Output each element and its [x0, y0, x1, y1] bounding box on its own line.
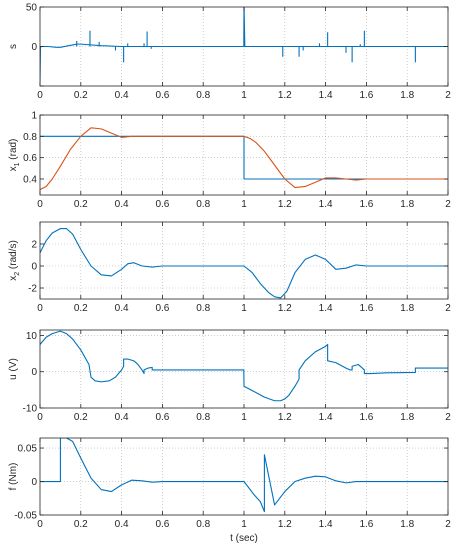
x-tick-label: 1.2: [278, 412, 292, 423]
x-tick-label: 1: [241, 412, 247, 423]
x-tick-label: 0: [37, 303, 43, 314]
x-tick-label: 0.8: [196, 519, 210, 530]
x-tick-label: 0.6: [155, 199, 169, 210]
x-tick-label: 1.2: [278, 303, 292, 314]
x-tick-label: 1.8: [400, 303, 414, 314]
x-tick-label: 1.6: [359, 519, 373, 530]
x-tick-label: 1.8: [400, 199, 414, 210]
series-line-2: [40, 127, 448, 191]
x-tick-label: 1.4: [319, 90, 333, 101]
y-tick-label: 1: [31, 111, 37, 122]
x-tick-label: 0.4: [115, 90, 129, 101]
x-tick-label: 2: [445, 519, 451, 530]
x-tick-label: 0: [37, 199, 43, 210]
y-axis-label: x2 (rad/s): [8, 240, 21, 281]
series-group: [40, 228, 448, 299]
x-tick-label: 2: [445, 303, 451, 314]
y-axis-label: f (Nm): [8, 463, 19, 491]
x-tick-label: 0.8: [196, 90, 210, 101]
x-tick-label: 1.2: [278, 199, 292, 210]
x-tick-label: 0.8: [196, 199, 210, 210]
x-tick-label: 0.4: [115, 519, 129, 530]
x-tick-label: 0.2: [74, 519, 88, 530]
x-tick-label: 0.6: [155, 412, 169, 423]
y-tick-label: 0.4: [23, 175, 37, 186]
x-tick-label: 1: [241, 519, 247, 530]
subplot-2: 0 0.2 0.4 0.6 0.8 1 1.2 1.4 1.6 1.8 2 0.4 0.6 0.8 1 x1 …: [8, 111, 451, 211]
series-group: [40, 7, 448, 83]
x-tick-label: 1.6: [359, 412, 373, 423]
x-tick-label: 1.6: [359, 199, 373, 210]
x-tick-label: 0.4: [115, 412, 129, 423]
y-tick-label: -2: [28, 284, 37, 295]
y-axis-label: s: [8, 44, 19, 49]
x-tick-label: 1.8: [400, 90, 414, 101]
y-tick-label: 0.05: [18, 444, 38, 455]
x-tick-label: 0.4: [115, 303, 129, 314]
y-axis-label: x1 (rad): [8, 139, 21, 172]
x-tick-label: 0.2: [74, 199, 88, 210]
y-tick-label: 50: [26, 3, 38, 14]
y-tick-label: 10: [26, 331, 38, 342]
plot-area: [40, 222, 448, 299]
x-tick-label: 1.6: [359, 90, 373, 101]
plot-area: [40, 438, 448, 515]
x-tick-label: 1.4: [319, 303, 333, 314]
series-line-1: [40, 228, 448, 299]
series-group: [40, 330, 448, 402]
series-group: [40, 438, 448, 513]
x-tick-label: 0.6: [155, 303, 169, 314]
x-tick-label: 1.6: [359, 303, 373, 314]
y-tick-label: 0: [31, 367, 37, 378]
x-tick-label: 0: [37, 90, 43, 101]
y-tick-label: 0: [31, 477, 37, 488]
x-tick-label: 2: [445, 90, 451, 101]
x-tick-label: 1.8: [400, 519, 414, 530]
y-tick-label: -0.05: [14, 511, 37, 522]
x-axis-label: t (sec): [230, 533, 258, 544]
x-tick-label: 0.2: [74, 412, 88, 423]
y-tick-label: 0.8: [23, 132, 37, 143]
x-tick-label: 0.4: [115, 199, 129, 210]
x-tick-label: 1.4: [319, 199, 333, 210]
x-tick-label: 0.8: [196, 412, 210, 423]
x-tick-label: 1.2: [278, 90, 292, 101]
x-tick-label: 0: [37, 412, 43, 423]
x-tick-label: 1: [241, 303, 247, 314]
x-tick-label: 1.4: [319, 412, 333, 423]
x-tick-label: 1.4: [319, 519, 333, 530]
y-tick-label: 0: [31, 262, 37, 273]
y-tick-label: 0: [31, 42, 37, 53]
series-line-1: [40, 438, 448, 513]
x-tick-label: 0.6: [155, 519, 169, 530]
x-tick-label: 1: [241, 90, 247, 101]
subplot-1: 0 0.2 0.4 0.6 0.8 1 1.2 1.4 1.6 1.8 2 0 50 s: [8, 3, 451, 102]
y-axis-label: u (V): [8, 358, 19, 380]
subplots: 0 0.2 0.4 0.6 0.8 1 1.2 1.4 1.6 1.8 2 0 50 s 0 0.2 0.4 0.…: [8, 3, 451, 545]
x-tick-label: 0: [37, 519, 43, 530]
y-tick-label: 2: [31, 240, 37, 251]
series-group: [40, 127, 448, 191]
x-tick-label: 0.6: [155, 90, 169, 101]
x-tick-label: 0.2: [74, 90, 88, 101]
x-tick-label: 1.8: [400, 412, 414, 423]
y-tick-label: 0.6: [23, 153, 37, 164]
x-tick-label: 0.8: [196, 303, 210, 314]
x-tick-label: 1.2: [278, 519, 292, 530]
x-tick-label: 1: [241, 199, 247, 210]
series-line-1: [40, 330, 448, 402]
x-tick-label: 0.2: [74, 303, 88, 314]
y-tick-label: -10: [23, 404, 38, 415]
x-tick-label: 2: [445, 412, 451, 423]
x-tick-label: 2: [445, 199, 451, 210]
